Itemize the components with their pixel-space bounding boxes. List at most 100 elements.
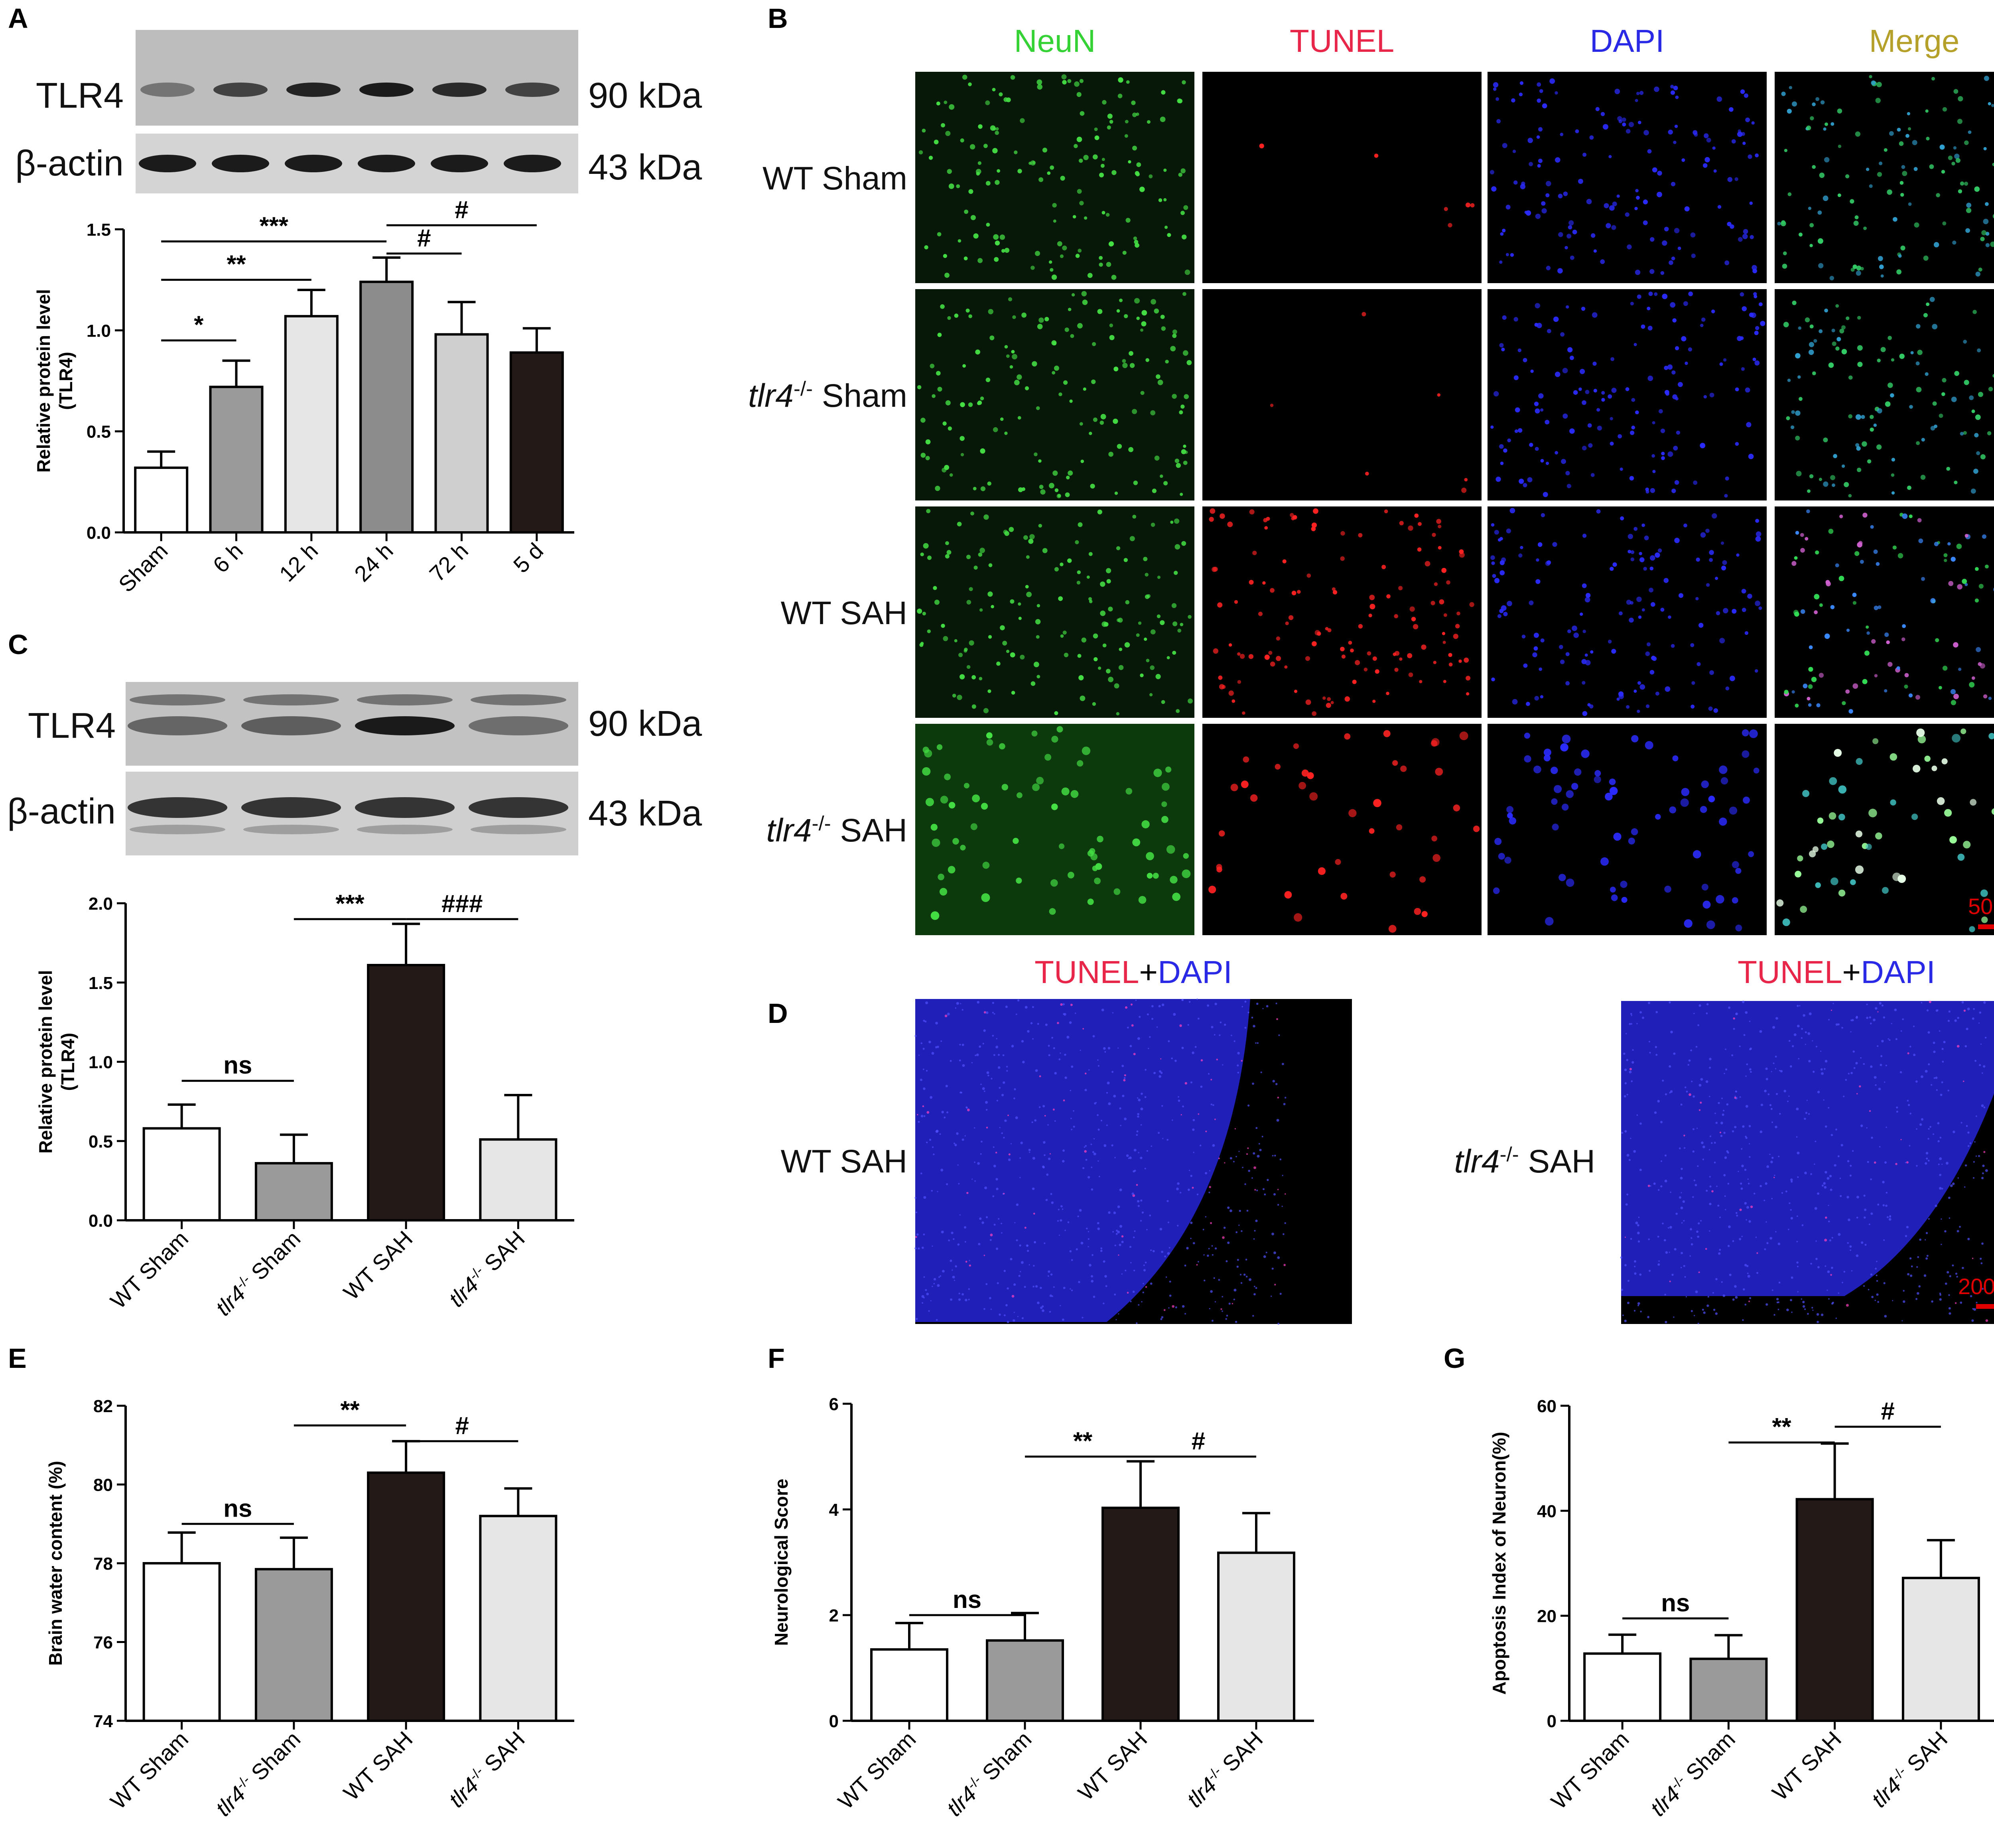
cell-nucleus — [1957, 1177, 1959, 1179]
cell-nucleus — [1301, 769, 1309, 777]
cell-nucleus — [1626, 1033, 1627, 1034]
cell-nucleus — [1143, 1264, 1145, 1266]
cell-nucleus — [1949, 1217, 1951, 1219]
cell-nucleus — [1580, 613, 1583, 616]
cell-nucleus — [1006, 650, 1010, 653]
cell-nucleus — [965, 1298, 967, 1302]
blot-band — [212, 155, 269, 172]
cell-nucleus — [1828, 528, 1834, 534]
cell-nucleus — [1913, 764, 1921, 773]
cell-nucleus — [1879, 264, 1884, 269]
cell-nucleus — [1555, 91, 1558, 95]
cell-nucleus — [1902, 624, 1906, 628]
cell-nucleus — [964, 649, 967, 653]
cell-nucleus — [1899, 141, 1904, 146]
cell-nucleus — [1114, 1245, 1116, 1246]
cell-nucleus — [1958, 668, 1962, 671]
cell-nucleus — [1001, 1132, 1003, 1134]
cell-nucleus — [1799, 1005, 1801, 1007]
cell-nucleus — [1090, 1143, 1092, 1145]
cell-nucleus — [1223, 1227, 1226, 1229]
cell-nucleus — [962, 1064, 965, 1067]
cell-nucleus — [1050, 879, 1058, 887]
cell-nucleus — [1582, 711, 1588, 716]
cell-nucleus — [998, 1218, 1000, 1220]
cell-nucleus — [986, 739, 993, 746]
cell-nucleus — [1543, 749, 1551, 757]
cell-nucleus — [1931, 1300, 1933, 1303]
cell-nucleus — [1134, 1230, 1136, 1232]
cell-nucleus — [1631, 398, 1635, 402]
cell-nucleus — [970, 823, 977, 830]
cell-nucleus — [1007, 1287, 1009, 1290]
cell-nucleus — [916, 1233, 919, 1236]
blot-band — [358, 155, 415, 172]
cell-nucleus — [1258, 611, 1263, 616]
cell-nucleus — [1662, 294, 1668, 299]
cell-nucleus — [967, 1108, 970, 1111]
cell-nucleus — [1051, 274, 1057, 280]
cell-nucleus — [1875, 98, 1881, 103]
cell-nucleus — [1786, 1308, 1789, 1311]
cell-nucleus — [1581, 307, 1586, 311]
cell-nucleus — [1064, 1076, 1067, 1079]
cell-nucleus — [1249, 1278, 1251, 1281]
cell-nucleus — [1983, 219, 1989, 225]
cell-nucleus — [1643, 130, 1649, 136]
cell-nucleus — [1709, 1203, 1712, 1206]
cell-nucleus — [1643, 567, 1647, 571]
cell-nucleus — [1473, 825, 1480, 832]
cell-nucleus — [1955, 158, 1961, 163]
cell-nucleus — [1058, 1058, 1061, 1060]
cell-nucleus — [1566, 879, 1574, 887]
cell-nucleus — [1106, 669, 1111, 674]
cell-nucleus — [996, 1099, 998, 1101]
cell-nucleus — [1125, 218, 1131, 223]
cell-nucleus — [1817, 1091, 1820, 1093]
cell-nucleus — [1830, 1188, 1832, 1191]
cell-nucleus — [1227, 521, 1233, 527]
cell-nucleus — [1812, 1310, 1814, 1311]
x-tick-label: WT SAH — [339, 1726, 418, 1805]
cell-nucleus — [1002, 640, 1007, 646]
cell-nucleus — [1953, 642, 1959, 648]
cell-nucleus — [1192, 1051, 1194, 1054]
cell-nucleus — [1935, 1076, 1938, 1079]
cell-nucleus — [1850, 1249, 1851, 1251]
cell-nucleus — [1639, 684, 1645, 690]
cell-nucleus — [1746, 1063, 1748, 1066]
cell-nucleus — [1208, 1073, 1210, 1075]
cell-nucleus — [1076, 92, 1082, 97]
cell-nucleus — [1137, 1097, 1139, 1099]
cell-nucleus — [993, 1013, 995, 1015]
cell-nucleus — [1735, 924, 1742, 932]
cell-nucleus — [987, 481, 991, 486]
cell-nucleus — [1169, 1281, 1171, 1283]
cell-nucleus — [1846, 1304, 1849, 1307]
cell-nucleus — [1748, 154, 1752, 159]
cell-nucleus — [1781, 91, 1786, 96]
panel-label-B: B — [768, 3, 788, 34]
cell-nucleus — [934, 599, 940, 605]
cell-nucleus — [1992, 163, 1994, 166]
cell-nucleus — [1639, 91, 1644, 95]
cell-nucleus — [1816, 1046, 1817, 1048]
cell-nucleus — [1183, 205, 1188, 210]
cell-nucleus — [1014, 1222, 1016, 1223]
cell-nucleus — [1086, 1227, 1088, 1229]
cell-nucleus — [1231, 1303, 1233, 1304]
cell-nucleus — [1684, 1276, 1686, 1278]
cell-nucleus — [1499, 537, 1503, 541]
cell-nucleus — [1720, 541, 1724, 545]
cell-nucleus — [1284, 665, 1288, 669]
cell-nucleus — [928, 1040, 931, 1044]
cell-nucleus — [1830, 877, 1838, 885]
cell-nucleus — [1764, 1089, 1767, 1092]
cell-nucleus — [1010, 652, 1015, 658]
cell-nucleus — [1414, 908, 1421, 915]
cell-nucleus — [1559, 645, 1563, 649]
cell-nucleus — [1365, 471, 1369, 476]
cell-nucleus — [1636, 597, 1642, 602]
cell-nucleus — [1976, 1302, 1978, 1304]
cell-nucleus — [1792, 300, 1797, 305]
